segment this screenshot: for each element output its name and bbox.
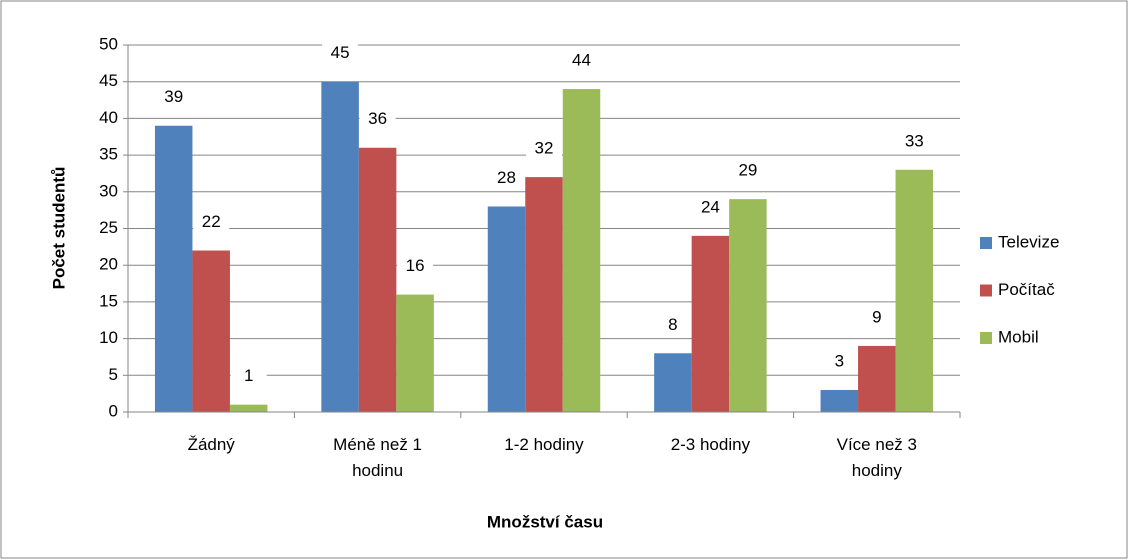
bar [820,389,859,412]
bar [396,294,434,412]
data-label-bg [155,85,192,110]
y-tick-label: 50 [99,34,118,53]
data-label: 33 [905,131,924,150]
y-tick-label: 20 [99,255,118,274]
data-label-bg [896,129,933,154]
bar [487,206,526,412]
y-tick-label: 35 [99,145,118,164]
data-label-bg [488,166,525,191]
y-tick-label: 40 [99,108,118,127]
bar [895,169,934,412]
bar [358,147,397,412]
data-label-bg [821,349,858,374]
data-label: 36 [368,109,387,128]
bar [192,250,230,412]
x-tick-label: 1-2 hodiny [504,435,584,454]
data-label: 45 [331,43,350,62]
data-label: 22 [202,212,221,231]
bar [229,404,268,412]
data-label-bg [654,313,691,338]
bar [525,177,563,412]
data-label: 39 [164,87,183,106]
legend-label: Mobil [998,327,1039,346]
bar [654,353,692,412]
data-label: 29 [738,161,757,180]
bar [321,81,359,412]
bar [691,235,730,412]
data-label: 9 [872,307,881,326]
bar [729,199,767,412]
data-label-bg [729,159,766,184]
data-label-bg [692,195,729,220]
y-tick-label: 10 [99,328,118,347]
data-label-bg [359,107,396,132]
legend-swatch [980,237,992,249]
data-label-bg [193,210,230,235]
data-label-bg [230,364,267,389]
x-tick-label: 2-3 hodiny [670,435,751,454]
bar [154,125,193,413]
data-label-bg [858,305,895,330]
legend-swatch [980,284,992,297]
data-label-bg [322,41,359,66]
data-label-bg [526,137,562,162]
y-tick-label: 5 [109,365,118,384]
data-label: 16 [406,256,425,275]
x-axis-title: Množství času [487,512,603,531]
data-label: 44 [572,51,591,70]
legend-label: Televize [998,232,1059,251]
x-tick-label: Méně než 1 hodinu [333,435,423,480]
data-label: 8 [668,315,677,334]
data-label-bg [563,49,600,74]
x-tick-label: Žádný [187,435,235,454]
data-label: 28 [497,168,516,187]
data-label: 32 [535,139,554,158]
bar [562,89,601,412]
x-tick-label: Více než 3 hodiny [836,435,917,480]
legend-swatch [980,332,992,344]
y-tick-label: 15 [99,291,118,310]
bar [858,345,896,412]
data-label: 3 [835,351,844,370]
legend-label: Počítač [998,280,1055,299]
data-label: 24 [701,197,720,216]
y-tick-label: 25 [99,218,118,237]
y-tick-label: 45 [99,71,118,90]
data-label: 1 [244,366,253,385]
y-tick-label: 0 [109,401,118,420]
y-tick-label: 30 [99,181,118,200]
data-label-bg [397,254,434,279]
y-axis-title: Počet studentů [49,167,68,290]
